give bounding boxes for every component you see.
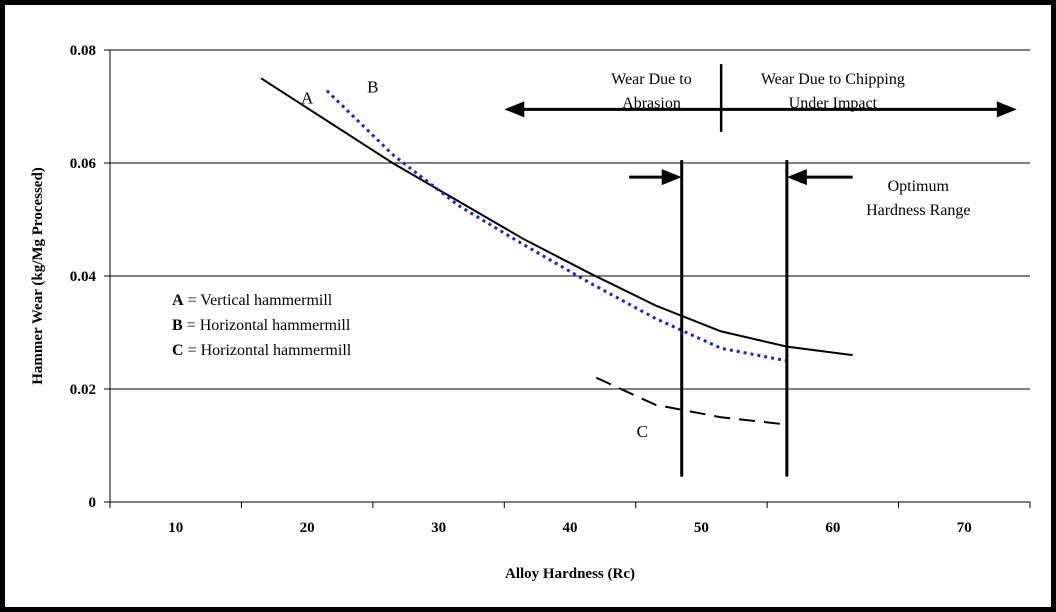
legend-text-B: = Horizontal hammermill bbox=[183, 317, 351, 334]
optimum-label-line-1: Hardness Range bbox=[866, 202, 970, 219]
curve-label-C: C bbox=[637, 422, 648, 441]
x-tick-label-5: 60 bbox=[825, 520, 840, 536]
y-tick-label-2: 0.04 bbox=[70, 269, 97, 285]
optimum-arrow-left-head bbox=[661, 169, 682, 186]
tick-labels: 0 0.02 0.04 0.06 0.08 10 20 30 40 50 60 70 bbox=[70, 43, 972, 536]
y-axis-title: Hammer Wear (kg/Mg Processed) bbox=[30, 167, 46, 385]
gridlines bbox=[110, 49, 1030, 390]
curve-label-B: B bbox=[367, 77, 378, 96]
legend-entry-C: C = Horizontal hammermill bbox=[172, 342, 352, 359]
series-lines bbox=[260, 77, 853, 426]
curve-labels: A B C bbox=[301, 77, 648, 441]
chipping-label-line-0: Wear Due to Chipping bbox=[761, 71, 905, 88]
y-tick-label-1: 0.02 bbox=[70, 382, 96, 398]
chipping-label-line-1: Under Impact bbox=[789, 95, 878, 112]
optimum-label-line-0: Optimum bbox=[888, 178, 950, 195]
legend-key-B: B bbox=[172, 317, 183, 334]
abrasion-label-line-0: Wear Due to bbox=[611, 71, 691, 88]
x-tick-label-3: 40 bbox=[563, 520, 578, 536]
wear-arrow-head-right bbox=[996, 101, 1017, 118]
wear-arrow-head-left bbox=[504, 101, 525, 118]
abrasion-label-line-1: Abrasion bbox=[622, 95, 681, 112]
x-tick-label-2: 30 bbox=[431, 520, 446, 536]
curve-label-A: A bbox=[301, 89, 314, 108]
legend-text-A: = Vertical hammermill bbox=[184, 292, 333, 309]
optimum-arrow-right-head bbox=[786, 169, 807, 186]
optimum-range-lines bbox=[680, 160, 789, 477]
series-line-A bbox=[260, 77, 853, 357]
axes bbox=[104, 49, 1031, 508]
x-axis-title: Alloy Hardness (Rc) bbox=[505, 566, 635, 582]
legend-entry-B: B = Horizontal hammermill bbox=[172, 317, 351, 334]
x-tick-label-4: 50 bbox=[694, 520, 709, 536]
y-tick-label-4: 0.08 bbox=[70, 43, 96, 59]
x-tick-label-0: 10 bbox=[168, 520, 183, 536]
annotations: Wear Due to Abrasion Wear Due to Chipping U… bbox=[611, 71, 970, 219]
legend-key-C: C bbox=[172, 342, 184, 359]
legend-entry-A: A = Vertical hammermill bbox=[172, 292, 333, 309]
y-tick-label-0: 0 bbox=[89, 495, 97, 511]
y-tick-label-3: 0.06 bbox=[70, 156, 97, 172]
x-tick-label-1: 20 bbox=[300, 520, 315, 536]
annotation-arrows bbox=[504, 64, 1017, 186]
legend-text-C: = Horizontal hammermill bbox=[184, 342, 352, 359]
x-tick-label-6: 70 bbox=[957, 520, 972, 536]
series-line-B bbox=[325, 89, 788, 363]
series-line-C bbox=[595, 376, 788, 426]
legend-key-A: A bbox=[172, 292, 184, 309]
